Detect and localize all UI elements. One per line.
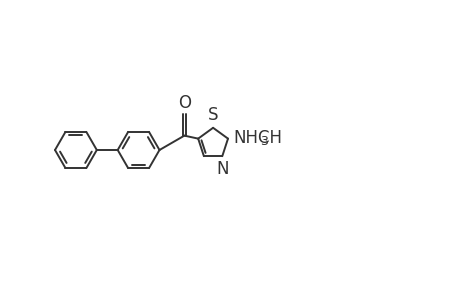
Text: O: O bbox=[178, 94, 190, 112]
Text: 3: 3 bbox=[260, 135, 268, 148]
Text: N: N bbox=[216, 160, 228, 178]
Text: S: S bbox=[207, 106, 218, 124]
Text: NHCH: NHCH bbox=[233, 129, 282, 147]
